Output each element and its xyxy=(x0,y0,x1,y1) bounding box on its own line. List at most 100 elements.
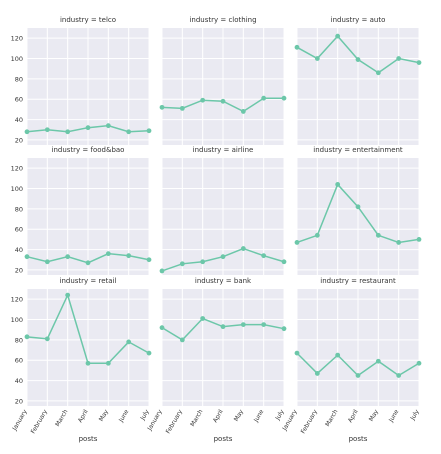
panel-title: industry = clothing xyxy=(189,16,256,24)
y-tick-label: 20 xyxy=(15,266,23,274)
data-point xyxy=(65,292,71,298)
y-tick-label: 120 xyxy=(11,35,23,43)
data-point xyxy=(335,33,341,39)
data-point xyxy=(159,268,165,274)
data-point xyxy=(261,95,267,101)
facet-panel: industry = retail 20 40 60 80 100 120 xyxy=(11,277,152,406)
y-tick-label: 120 xyxy=(11,296,23,304)
data-point xyxy=(294,350,300,356)
data-point xyxy=(126,339,132,345)
y-tick-label: 100 xyxy=(11,316,23,324)
panel-title: industry = telco xyxy=(60,16,116,24)
data-point xyxy=(105,251,111,257)
data-point xyxy=(416,60,422,65)
data-point xyxy=(314,56,320,61)
data-point xyxy=(146,350,152,356)
panel-title: industry = retail xyxy=(60,277,117,285)
x-tick-label: February xyxy=(30,408,50,435)
data-point xyxy=(44,336,50,342)
data-point xyxy=(200,97,206,103)
data-point xyxy=(146,257,152,263)
data-point xyxy=(220,254,226,260)
data-point xyxy=(355,57,361,62)
data-point xyxy=(281,95,287,101)
data-point xyxy=(24,334,30,340)
data-point xyxy=(314,371,320,376)
data-point xyxy=(294,44,300,50)
x-tick-label: July xyxy=(139,408,151,422)
x-tick-label: May xyxy=(233,408,245,423)
data-point xyxy=(24,129,30,135)
y-tick-label: 80 xyxy=(15,75,23,83)
x-tick-label: April xyxy=(212,408,225,424)
x-tick-label: July xyxy=(409,408,421,422)
data-point xyxy=(159,104,165,110)
data-point xyxy=(85,260,91,266)
x-axis-label: posts xyxy=(79,435,98,443)
data-point xyxy=(396,56,402,61)
x-tick-label: April xyxy=(347,408,360,424)
data-point xyxy=(105,360,111,366)
data-point xyxy=(105,123,111,129)
x-tick-label: May xyxy=(98,408,110,423)
data-point xyxy=(24,254,30,260)
y-tick-label: 60 xyxy=(15,96,23,104)
y-tick-label: 100 xyxy=(11,55,23,63)
x-tick-label: June xyxy=(387,408,400,424)
x-axis-labels: January February March April May June Julypost… xyxy=(11,408,421,443)
data-point xyxy=(200,259,206,265)
data-point xyxy=(396,240,402,245)
panel-title: industry = restaurant xyxy=(320,277,396,285)
facet-panel: industry = food&bao 20 40 60 80 100 120 xyxy=(11,146,152,275)
x-tick-label: February xyxy=(165,408,185,435)
data-point xyxy=(261,253,267,259)
data-point xyxy=(375,70,381,76)
data-point xyxy=(65,254,71,260)
x-tick-label: April xyxy=(77,408,90,424)
x-tick-label: May xyxy=(368,408,380,423)
y-tick-label: 40 xyxy=(15,246,23,254)
data-point xyxy=(294,240,300,245)
data-point xyxy=(416,236,422,242)
y-tick-label: 20 xyxy=(15,397,23,405)
data-point xyxy=(335,182,341,187)
data-point xyxy=(126,129,132,135)
data-point xyxy=(44,259,50,265)
x-tick-label: February xyxy=(300,408,320,435)
y-tick-label: 20 xyxy=(15,136,23,144)
data-point xyxy=(146,128,152,134)
facet-panel: industry = restaurant xyxy=(294,277,422,406)
x-tick-label: July xyxy=(274,408,286,422)
facet-panel: industry = clothing xyxy=(159,16,287,145)
y-tick-label: 100 xyxy=(11,185,23,193)
data-point xyxy=(179,261,185,267)
facet-panel: industry = auto xyxy=(294,16,422,145)
data-point xyxy=(375,358,381,364)
data-point xyxy=(335,352,341,358)
panel-title: industry = bank xyxy=(195,277,252,285)
data-point xyxy=(220,324,226,330)
x-tick-label: March xyxy=(189,408,204,428)
panel-title: industry = entertainment xyxy=(313,146,403,154)
data-point xyxy=(179,105,185,111)
data-point xyxy=(220,98,226,104)
data-point xyxy=(200,316,206,321)
data-point xyxy=(314,232,320,238)
y-tick-label: 80 xyxy=(15,336,23,344)
data-point xyxy=(355,204,361,210)
panel-title: industry = auto xyxy=(331,16,386,24)
data-point xyxy=(396,373,402,378)
y-tick-label: 40 xyxy=(15,116,23,124)
data-point xyxy=(126,253,132,259)
data-point xyxy=(65,129,71,135)
data-point xyxy=(355,373,361,378)
facet-panel: industry = airline xyxy=(159,146,287,275)
facet-panel: industry = bank xyxy=(159,277,287,406)
x-axis-label: posts xyxy=(349,435,368,443)
data-point xyxy=(416,360,422,366)
x-axis-label: posts xyxy=(214,435,233,443)
x-tick-label: June xyxy=(252,408,265,424)
data-point xyxy=(85,360,91,366)
y-tick-label: 120 xyxy=(11,165,23,173)
